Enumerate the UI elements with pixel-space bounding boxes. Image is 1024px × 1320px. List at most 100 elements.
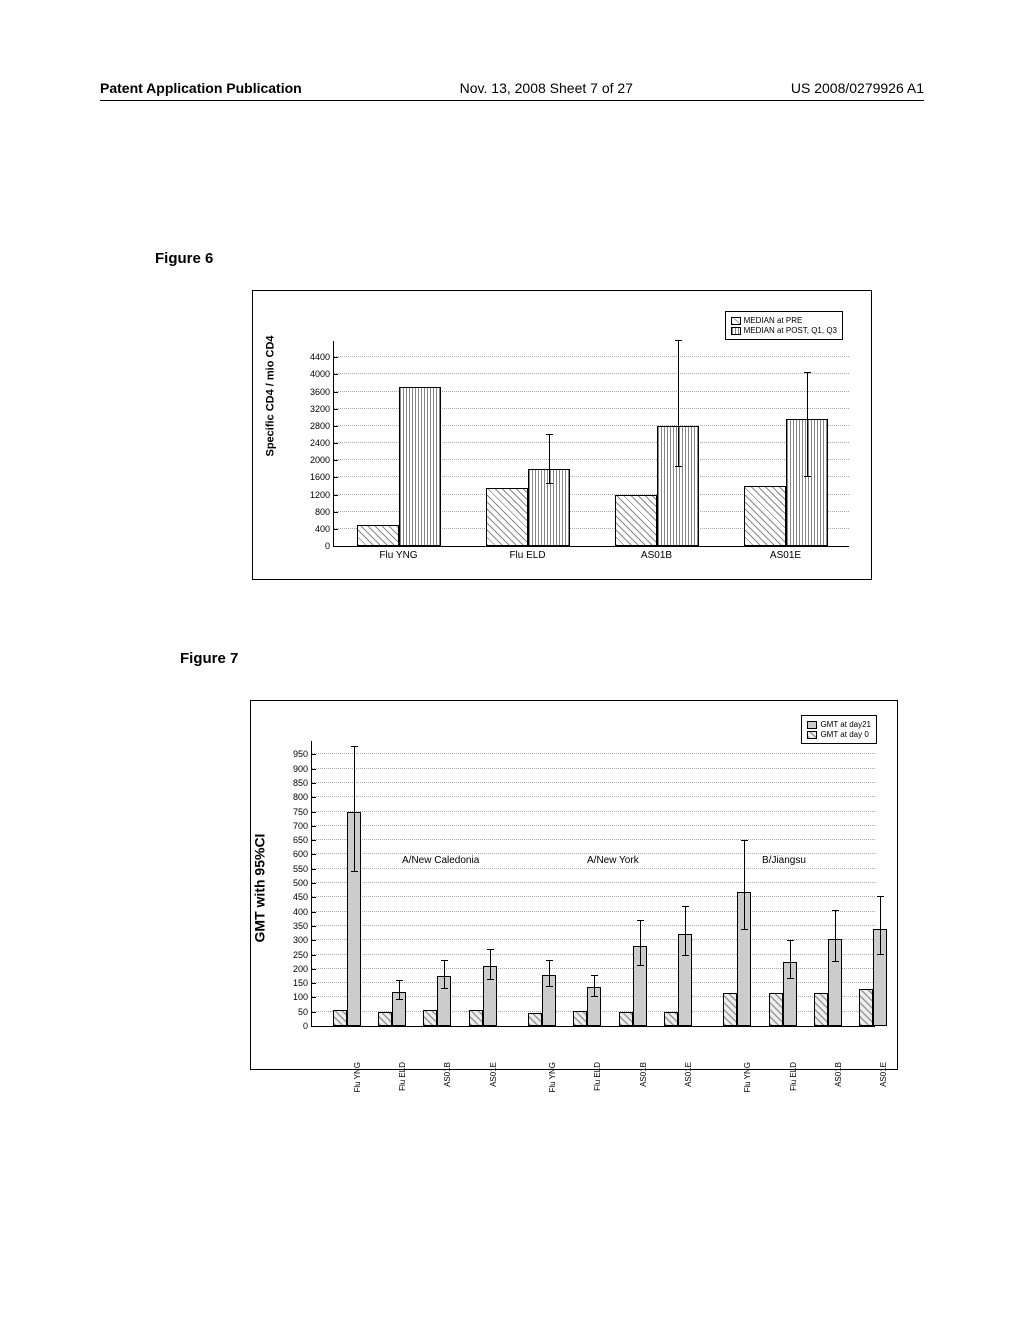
bar <box>859 989 873 1026</box>
xtick-label: Flu YNG <box>542 1062 557 1093</box>
legend-item: MEDIAN at POST, Q1, Q3 <box>731 326 837 335</box>
gridline <box>312 753 875 754</box>
gridline <box>312 896 875 897</box>
bar <box>423 1010 437 1026</box>
ytick-label: 100 <box>293 992 312 1002</box>
bar <box>573 1011 587 1026</box>
ytick-label: 900 <box>293 764 312 774</box>
bar <box>378 1012 392 1026</box>
ytick-label: 2800 <box>310 421 334 431</box>
legend-swatch-icon <box>807 721 817 729</box>
xtick-label: AS01B <box>828 1062 843 1087</box>
ytick-label: 750 <box>293 807 312 817</box>
ytick-label: 250 <box>293 950 312 960</box>
ytick-label: 50 <box>298 1007 312 1017</box>
error-bar <box>835 910 836 961</box>
ytick-label: 3200 <box>310 404 334 414</box>
section-title: A/New Caledonia <box>402 855 479 866</box>
legend-swatch-icon <box>807 731 817 739</box>
ytick-label: 400 <box>293 907 312 917</box>
legend-swatch-icon <box>731 317 741 325</box>
ytick-label: 4000 <box>310 369 334 379</box>
gridline <box>312 782 875 783</box>
xtick-label: Flu ELD <box>392 1062 407 1091</box>
bar <box>469 1010 483 1026</box>
bar <box>744 486 786 546</box>
error-bar <box>790 940 791 979</box>
xtick-label: Flu YNG <box>379 546 417 561</box>
ytick-label: 400 <box>315 524 334 534</box>
gridline <box>312 868 875 869</box>
gridline <box>334 356 849 357</box>
ytick-label: 800 <box>315 507 334 517</box>
bar <box>615 495 657 547</box>
gridline <box>312 825 875 826</box>
xtick-label: Flu ELD <box>587 1062 602 1091</box>
xtick-label: AS01B <box>641 546 672 561</box>
header-rule <box>100 100 924 101</box>
ytick-label: 200 <box>293 964 312 974</box>
ytick-label: 950 <box>293 749 312 759</box>
figure6-label: Figure 6 <box>155 250 213 267</box>
gridline <box>312 911 875 912</box>
ytick-label: 0 <box>303 1021 312 1031</box>
figure6-legend: MEDIAN at PRE MEDIAN at POST, Q1, Q3 <box>725 311 843 340</box>
xtick-label: Flu ELD <box>509 546 545 561</box>
gridline <box>312 811 875 812</box>
ytick-label: 300 <box>293 935 312 945</box>
legend-text: MEDIAN at PRE <box>744 316 803 325</box>
ytick-label: 1600 <box>310 472 334 482</box>
ytick-label: 3600 <box>310 387 334 397</box>
error-bar <box>594 975 595 998</box>
error-bar <box>880 896 881 955</box>
header-center: Nov. 13, 2008 Sheet 7 of 27 <box>460 80 633 96</box>
figure7-chart: 0501001502002503003504004505005506006507… <box>250 700 898 1070</box>
ytick-label: 450 <box>293 892 312 902</box>
error-bar <box>640 920 641 966</box>
ytick-label: 850 <box>293 778 312 788</box>
figure7-plot-area: 0501001502002503003504004505005506006507… <box>311 741 875 1027</box>
xtick-label: AS01B <box>437 1062 452 1087</box>
gridline <box>312 839 875 840</box>
legend-item: MEDIAN at PRE <box>731 316 837 325</box>
error-bar <box>685 906 686 956</box>
bar <box>723 993 737 1026</box>
ytick-label: 4400 <box>310 352 334 362</box>
xtick-label: AS01E <box>678 1062 693 1087</box>
bar <box>814 993 828 1026</box>
bar <box>664 1012 678 1026</box>
ytick-label: 600 <box>293 849 312 859</box>
header-right: US 2008/0279926 A1 <box>791 80 924 96</box>
ytick-label: 500 <box>293 878 312 888</box>
bar <box>357 525 399 546</box>
figure6-plot-area: 0400800120016002000240028003200360040004… <box>333 341 849 547</box>
xtick-label: Flu YNG <box>737 1062 752 1093</box>
bar <box>399 387 441 546</box>
ytick-label: 350 <box>293 921 312 931</box>
gridline <box>312 882 875 883</box>
gridline <box>334 373 849 374</box>
page-header: Patent Application Publication Nov. 13, … <box>100 80 924 96</box>
ytick-label: 0 <box>325 541 334 551</box>
legend-item: GMT at day 0 <box>807 730 871 739</box>
gridline <box>312 768 875 769</box>
error-bar <box>678 340 679 467</box>
xtick-label: AS01E <box>770 546 801 561</box>
legend-swatch-icon <box>731 327 741 335</box>
bar <box>619 1012 633 1026</box>
ytick-label: 2400 <box>310 438 334 448</box>
legend-text: GMT at day21 <box>820 720 871 729</box>
ytick-label: 650 <box>293 835 312 845</box>
bar <box>486 488 528 546</box>
legend-text: GMT at day 0 <box>820 730 868 739</box>
legend-text: MEDIAN at POST, Q1, Q3 <box>744 326 837 335</box>
error-bar <box>807 372 808 477</box>
error-bar <box>444 960 445 989</box>
gridline <box>312 925 875 926</box>
error-bar <box>549 434 550 483</box>
xtick-label: AS01E <box>483 1062 498 1087</box>
ytick-label: 800 <box>293 792 312 802</box>
figure7-legend: GMT at day21 GMT at day 0 <box>801 715 877 744</box>
section-title: B/Jiangsu <box>762 855 806 866</box>
error-bar <box>549 960 550 987</box>
